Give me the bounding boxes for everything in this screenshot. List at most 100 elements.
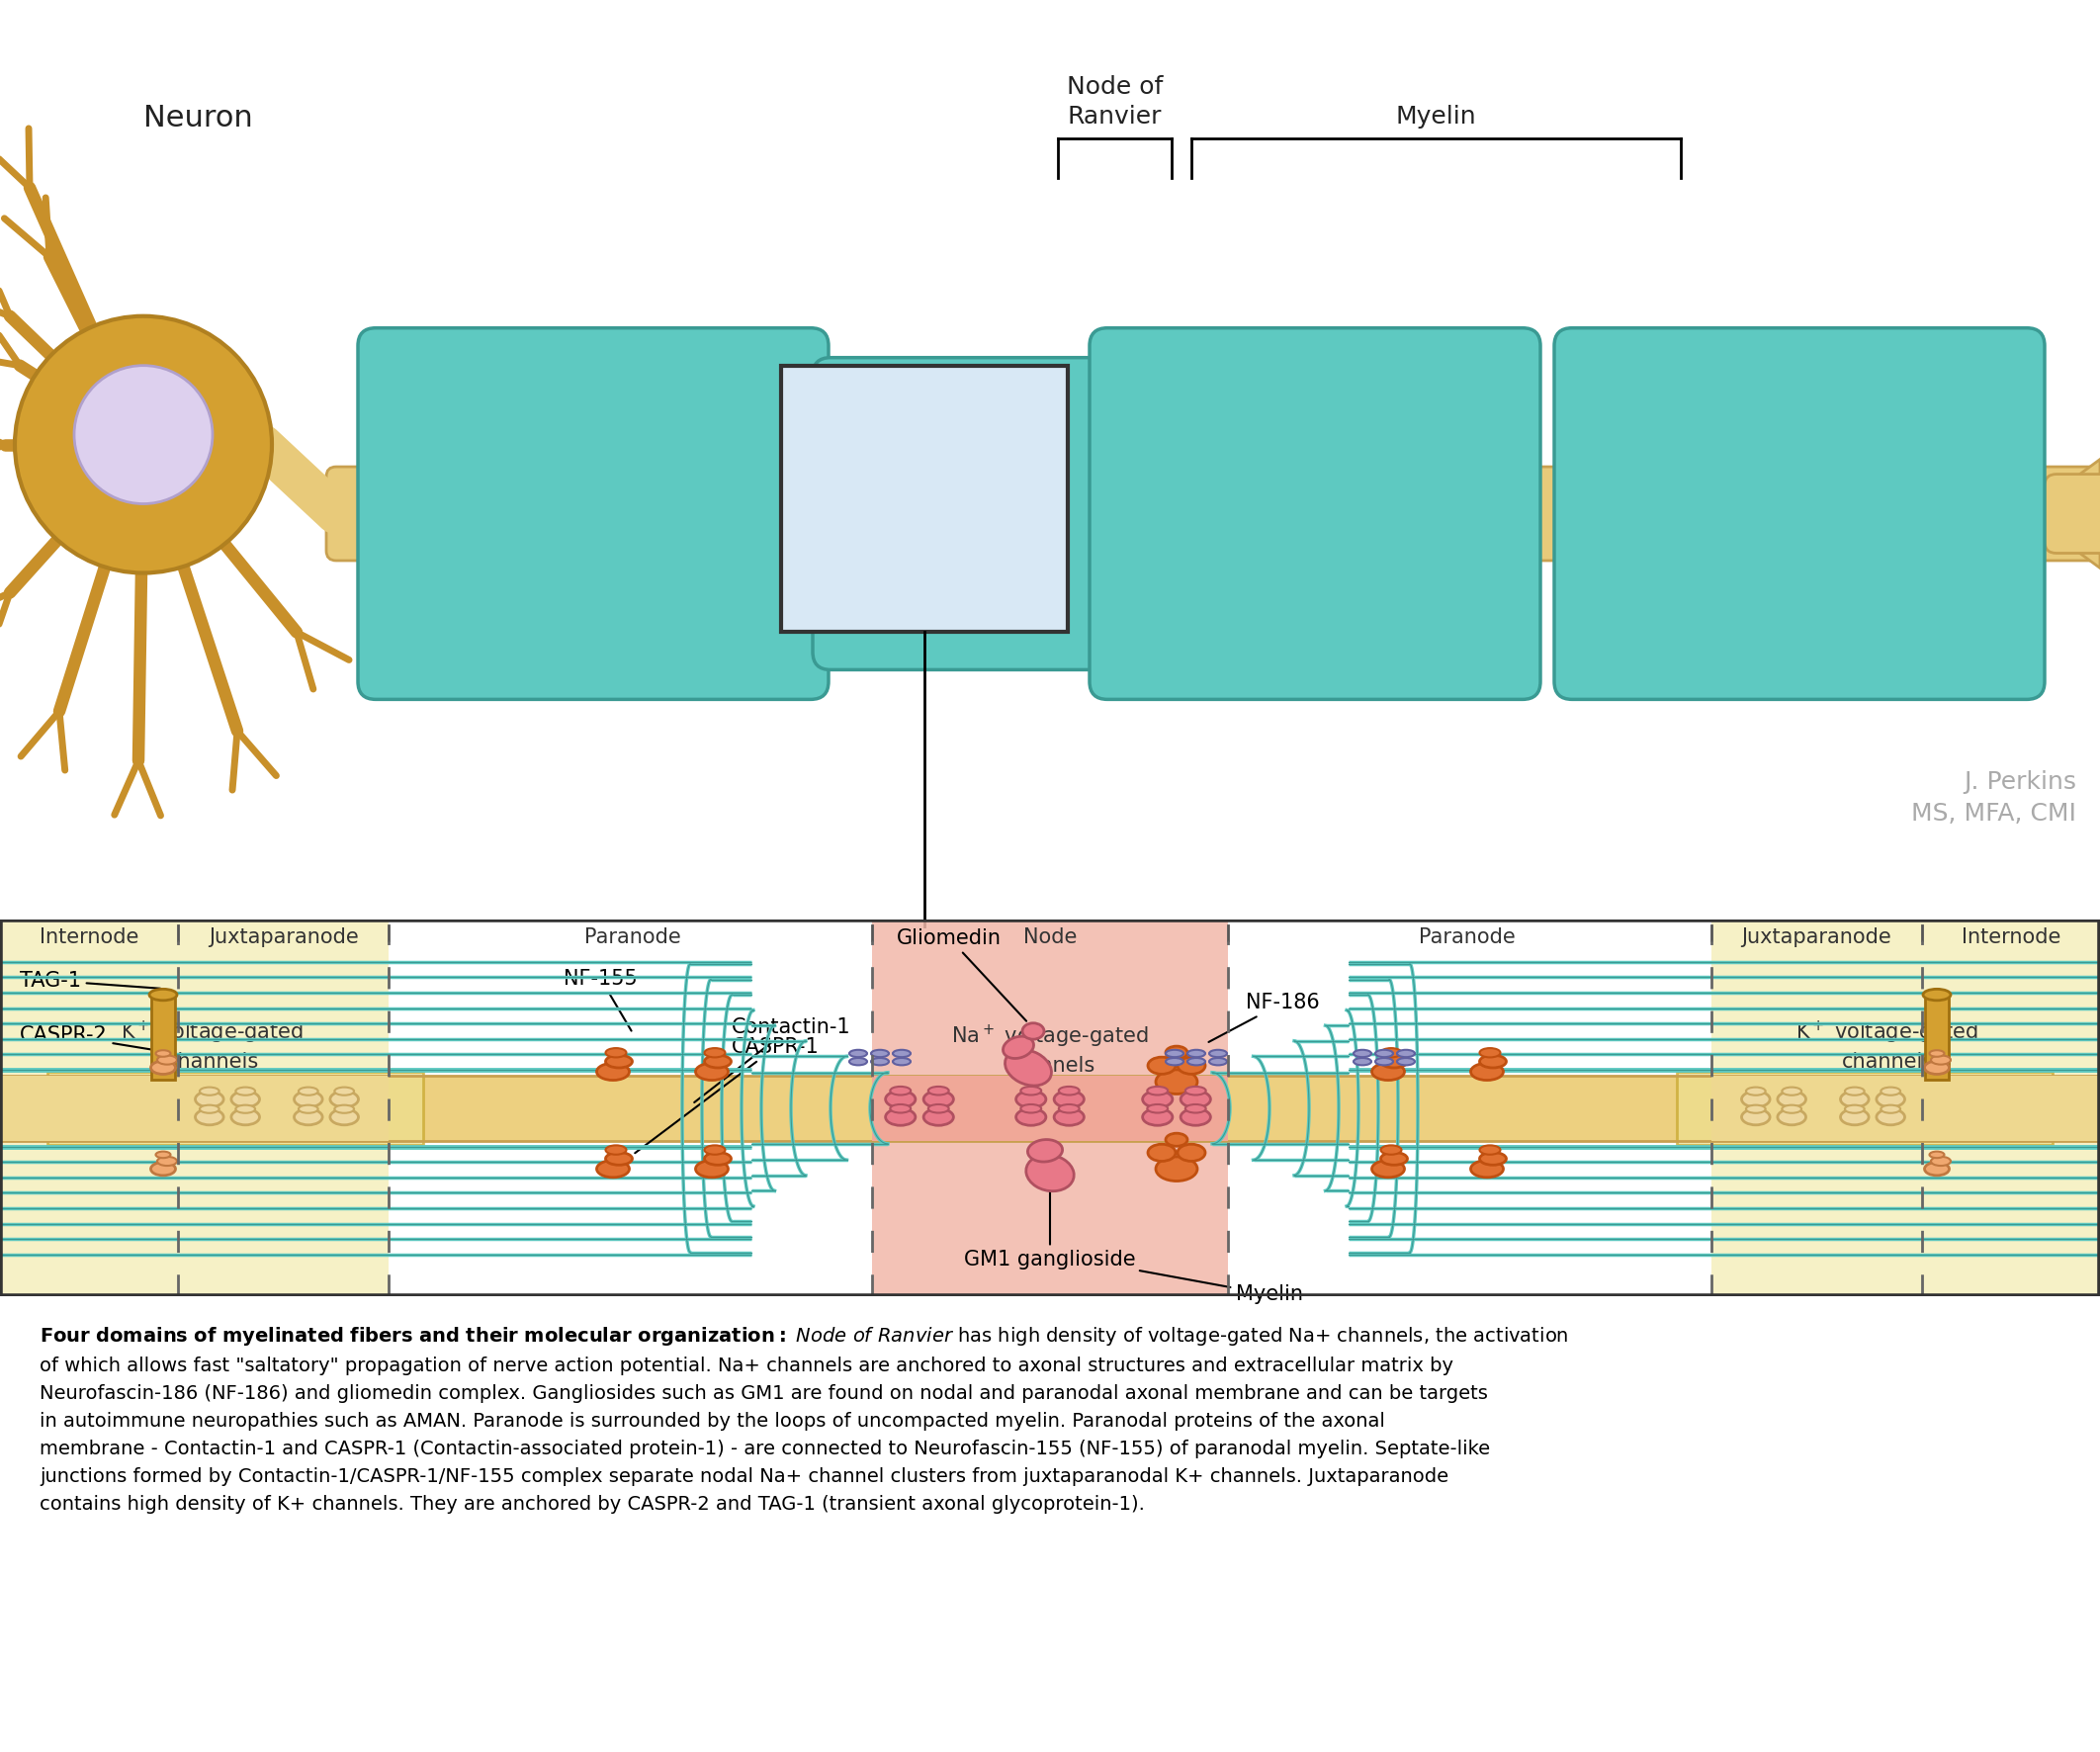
Text: Contactin-1: Contactin-1 — [695, 1018, 850, 1102]
Ellipse shape — [1380, 1146, 1401, 1155]
Text: K$^+$ voltage-gated
channels: K$^+$ voltage-gated channels — [122, 1018, 304, 1072]
Circle shape — [1354, 1058, 1371, 1065]
Ellipse shape — [298, 1088, 317, 1095]
Text: Node: Node — [1023, 929, 1077, 948]
Ellipse shape — [1178, 1144, 1205, 1162]
Ellipse shape — [334, 1106, 355, 1113]
Ellipse shape — [1149, 1144, 1176, 1162]
Bar — [1712, 920, 2100, 1296]
Text: Paranode: Paranode — [584, 929, 680, 948]
Ellipse shape — [1882, 1106, 1900, 1113]
Ellipse shape — [235, 1106, 256, 1113]
Circle shape — [892, 1049, 911, 1056]
Text: GM1 ganglioside: GM1 ganglioside — [964, 1183, 1136, 1270]
Ellipse shape — [596, 1063, 630, 1081]
Ellipse shape — [1016, 1091, 1046, 1107]
Ellipse shape — [1006, 1049, 1052, 1086]
Bar — [151, 995, 174, 1079]
Ellipse shape — [231, 1109, 260, 1125]
Text: NF-155: NF-155 — [563, 969, 638, 1030]
Ellipse shape — [1470, 1160, 1504, 1177]
Bar — [1712, 1076, 2100, 1141]
Ellipse shape — [1930, 1151, 1945, 1158]
Ellipse shape — [1058, 1086, 1079, 1095]
Ellipse shape — [1184, 1086, 1205, 1095]
Ellipse shape — [890, 1086, 911, 1095]
Circle shape — [871, 1058, 888, 1065]
Ellipse shape — [1184, 1104, 1205, 1113]
Ellipse shape — [1016, 1109, 1046, 1125]
Ellipse shape — [928, 1104, 949, 1113]
Text: Internode: Internode — [1961, 929, 2060, 948]
Text: Juxtaparanode: Juxtaparanode — [1741, 929, 1892, 948]
Circle shape — [1210, 1049, 1226, 1056]
FancyBboxPatch shape — [813, 357, 1105, 669]
Circle shape — [1210, 1058, 1226, 1065]
Ellipse shape — [1480, 1153, 1506, 1165]
Text: TAG-1: TAG-1 — [19, 971, 160, 990]
Bar — [871, 920, 1228, 1296]
FancyBboxPatch shape — [1554, 328, 2045, 699]
Bar — [0, 1076, 2100, 1141]
Ellipse shape — [1745, 1106, 1766, 1113]
Ellipse shape — [157, 1055, 176, 1065]
Bar — [0, 920, 388, 1296]
Ellipse shape — [1054, 1109, 1084, 1125]
Ellipse shape — [1147, 1086, 1168, 1095]
Ellipse shape — [1877, 1109, 1905, 1125]
Ellipse shape — [695, 1063, 729, 1081]
Circle shape — [1186, 1049, 1205, 1056]
Ellipse shape — [334, 1088, 355, 1095]
Text: Na$^+$ voltage-gated
channels: Na$^+$ voltage-gated channels — [951, 1023, 1149, 1076]
Circle shape — [848, 1049, 867, 1056]
Ellipse shape — [605, 1055, 632, 1067]
FancyBboxPatch shape — [1090, 328, 1541, 699]
Ellipse shape — [151, 1062, 176, 1074]
Ellipse shape — [924, 1109, 953, 1125]
Ellipse shape — [605, 1146, 626, 1155]
Ellipse shape — [1027, 1139, 1063, 1162]
Circle shape — [1166, 1058, 1184, 1065]
Ellipse shape — [330, 1109, 359, 1125]
Ellipse shape — [1147, 1104, 1168, 1113]
Ellipse shape — [1777, 1109, 1806, 1125]
Text: CASPR-2: CASPR-2 — [19, 1025, 160, 1051]
Ellipse shape — [149, 990, 176, 1000]
Ellipse shape — [704, 1048, 724, 1058]
Ellipse shape — [1777, 1091, 1806, 1107]
Ellipse shape — [924, 1091, 953, 1107]
Ellipse shape — [1142, 1109, 1172, 1125]
Ellipse shape — [890, 1104, 911, 1113]
Ellipse shape — [1023, 1023, 1044, 1039]
FancyBboxPatch shape — [2045, 475, 2100, 554]
Ellipse shape — [1027, 1155, 1073, 1191]
Ellipse shape — [1371, 1160, 1405, 1177]
Text: K$^+$ voltage-gated
channels: K$^+$ voltage-gated channels — [1796, 1018, 1978, 1072]
Ellipse shape — [294, 1109, 323, 1125]
Ellipse shape — [1142, 1091, 1172, 1107]
Ellipse shape — [1380, 1153, 1407, 1165]
Ellipse shape — [155, 1049, 170, 1056]
Circle shape — [1166, 1049, 1184, 1056]
Ellipse shape — [1178, 1056, 1205, 1074]
Ellipse shape — [1380, 1055, 1407, 1067]
Ellipse shape — [231, 1091, 260, 1107]
Text: Myelin: Myelin — [1140, 1270, 1304, 1303]
Circle shape — [871, 1049, 888, 1056]
Ellipse shape — [1924, 1162, 1949, 1176]
Ellipse shape — [1480, 1146, 1499, 1155]
Text: NF-186: NF-186 — [1210, 993, 1319, 1042]
Bar — [871, 1076, 1228, 1141]
Ellipse shape — [1149, 1056, 1176, 1074]
Circle shape — [848, 1058, 867, 1065]
Ellipse shape — [1155, 1156, 1197, 1181]
Ellipse shape — [605, 1153, 632, 1165]
Ellipse shape — [605, 1048, 626, 1058]
Text: J. Perkins
MS, MFA, CMI: J. Perkins MS, MFA, CMI — [1911, 771, 2077, 825]
Bar — [48, 1072, 424, 1144]
Ellipse shape — [1930, 1156, 1951, 1165]
Ellipse shape — [1783, 1106, 1802, 1113]
Bar — [781, 366, 1067, 632]
Ellipse shape — [195, 1091, 223, 1107]
Ellipse shape — [151, 1162, 176, 1176]
